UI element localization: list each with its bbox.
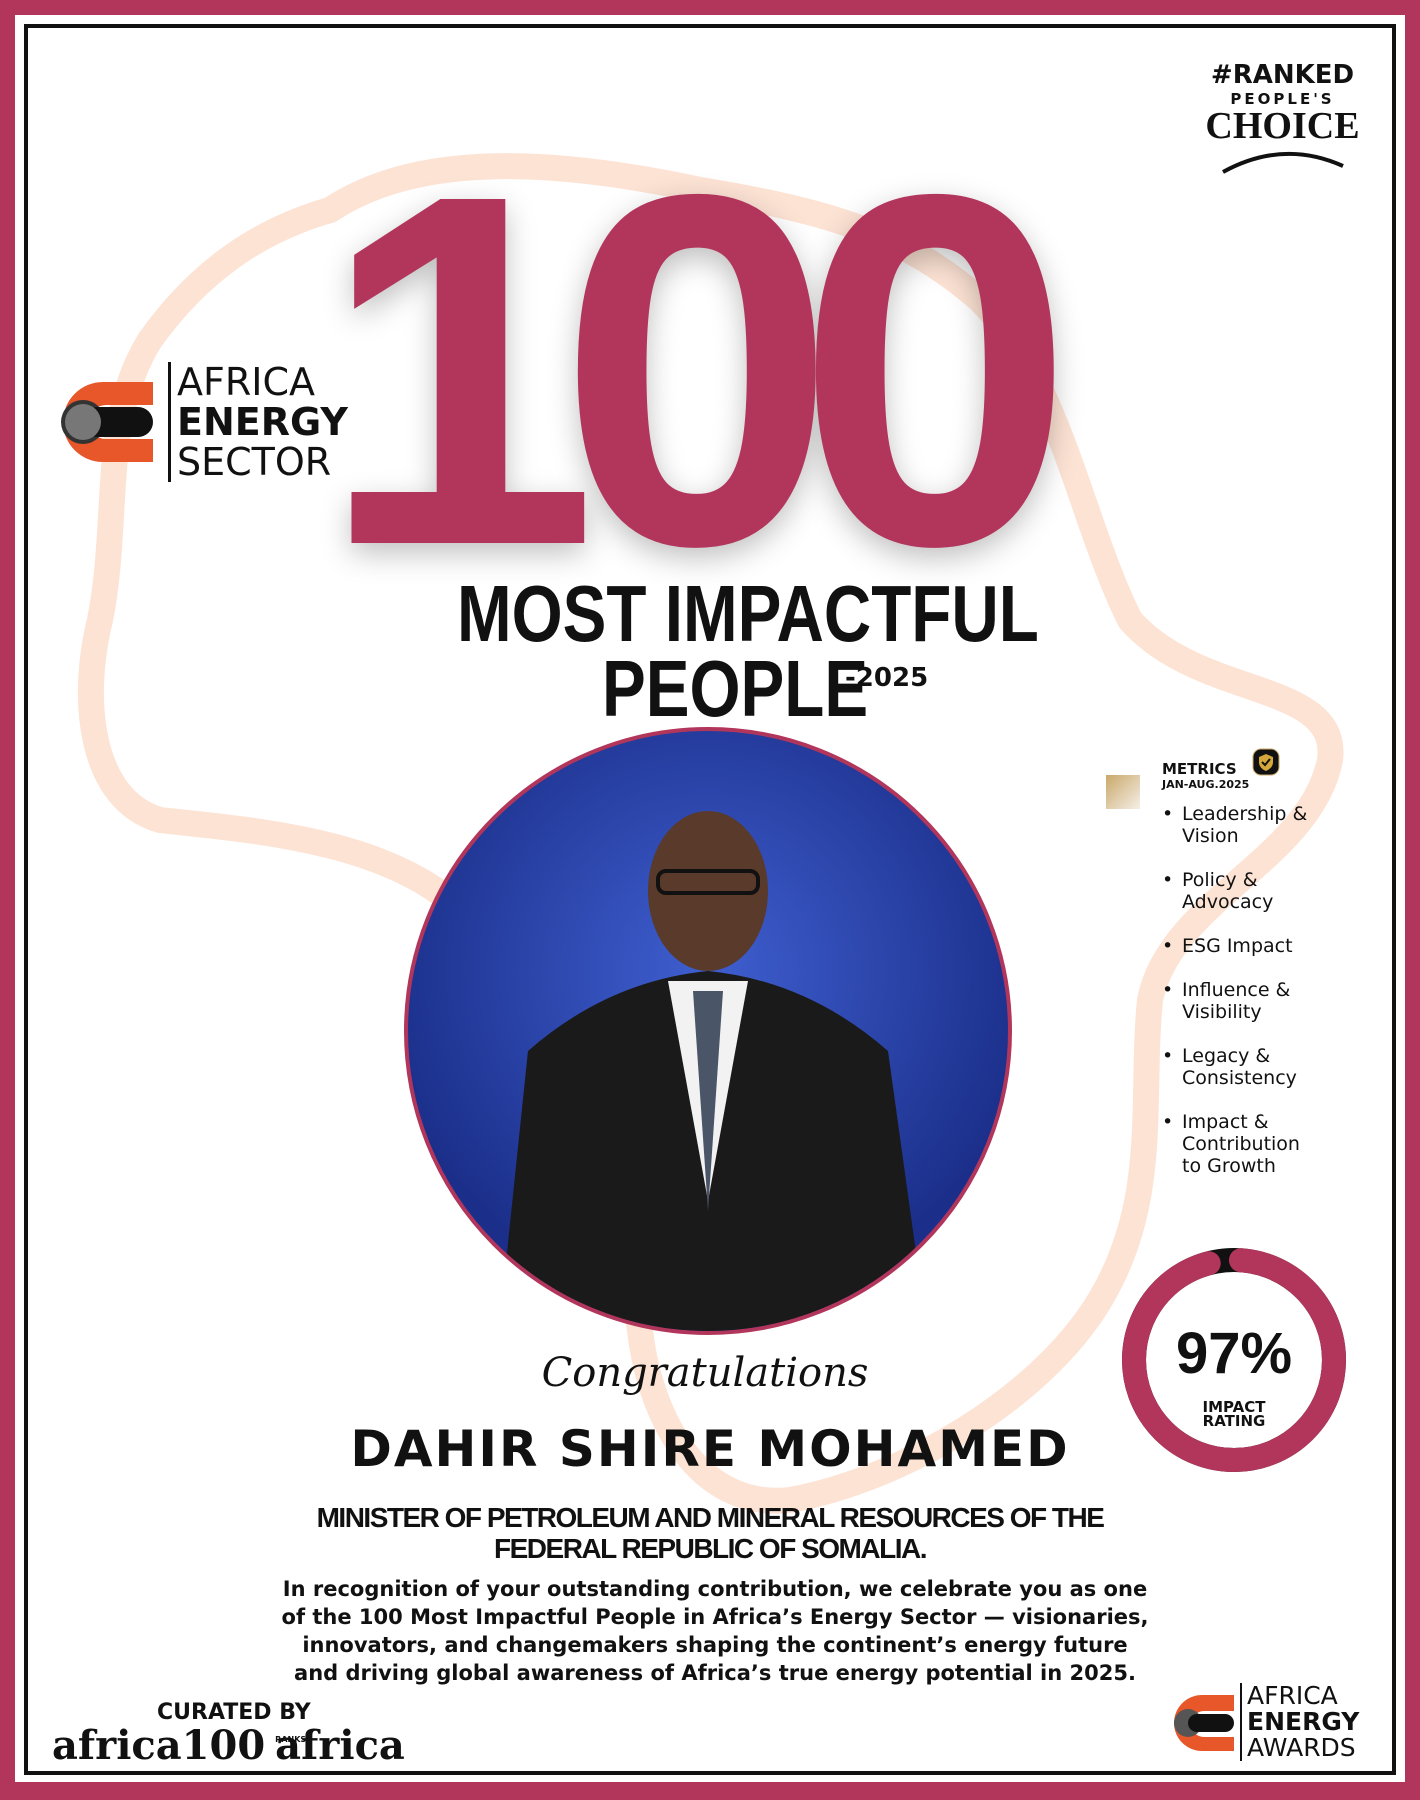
rating-ring — [1122, 1248, 1346, 1472]
citation-text: In recognition of your outstanding contr… — [281, 1577, 1149, 1685]
badge-line3: CHOICE — [1205, 105, 1360, 147]
logo-line-sector: SECTOR — [177, 440, 332, 484]
metric-item: Legacy & Consistency — [1162, 1045, 1322, 1089]
energy-globe-icon — [61, 382, 153, 462]
congratulations-script: Congratulations — [541, 1350, 869, 1396]
ranks-label: RANKS — [275, 1735, 307, 1744]
badge-hashtag: #RANKED — [1210, 60, 1355, 90]
metric-item: Policy & Advocacy — [1162, 869, 1322, 913]
headline-year: -2025 — [845, 663, 929, 693]
metric-item: Impact & Contribution to Growth — [1162, 1111, 1322, 1177]
portrait-illustration — [498, 811, 927, 1331]
metric-item: ESG Impact — [1162, 935, 1322, 957]
logo-line-africa: AFRICA — [1247, 1681, 1338, 1710]
swoosh-icon — [1221, 151, 1344, 174]
africa-energy-awards-logo: AFRICA ENERGY AWARDS — [1172, 1683, 1382, 1763]
ranked-peoples-choice-badge: #RANKED PEOPLE'S CHOICE — [1205, 60, 1360, 178]
rating-label-2: RATING — [1202, 1412, 1266, 1430]
badge-line2: PEOPLE'S — [1230, 90, 1335, 108]
honoree-name: DAHIR SHIRE MOHAMED — [350, 1420, 1070, 1478]
shield-check-icon — [1252, 748, 1280, 776]
africa100-logo: africa100 — [52, 1722, 266, 1769]
metrics-panel: METRICS JAN-AUG.2025 Leadership & Vision… — [1162, 748, 1322, 1199]
headline-most-impactful: MOST IMPACTFUL — [457, 569, 1039, 658]
curated-label: CURATED BY — [157, 1700, 311, 1725]
logo-line-energy: ENERGY — [177, 400, 348, 444]
metric-item: Leadership & Vision — [1162, 803, 1322, 847]
energy-globe-icon — [1174, 1695, 1234, 1751]
ranks-africa-logo: africa — [275, 1722, 405, 1769]
rating-label-1: IMPACT — [1202, 1398, 1266, 1416]
africa-energy-sector-logo: AFRICA ENERGY SECTOR — [58, 362, 368, 482]
logo-line-awards: AWARDS — [1247, 1733, 1356, 1762]
honoree-photo — [404, 727, 1012, 1335]
impact-rating-gauge: 97% IMPACT RATING — [1122, 1248, 1346, 1472]
honoree-title-line-2: FEDERAL REPUBLIC OF SOMALIA. — [494, 1533, 927, 1564]
headline-100: 100 — [320, 90, 1074, 649]
metrics-title: METRICS — [1162, 760, 1237, 778]
curated-by: CURATED BY africa100 RANKS africa — [52, 1700, 405, 1767]
poster-frame — [24, 24, 1396, 1775]
honoree-title-line-1: MINISTER OF PETROLEUM AND MINERAL RESOUR… — [316, 1502, 1105, 1533]
metrics-period: JAN-AUG.2025 — [1162, 778, 1250, 791]
logo-line-energy: ENERGY — [1247, 1707, 1360, 1736]
metric-item: Influence & Visibility — [1162, 979, 1322, 1023]
gold-swatch — [1106, 775, 1140, 809]
headline-people: PEOPLE — [602, 644, 869, 733]
logo-line-africa: AFRICA — [177, 360, 315, 404]
rating-value: 97% — [1175, 1321, 1293, 1386]
metrics-list: Leadership & Vision Policy & Advocacy ES… — [1162, 803, 1322, 1177]
